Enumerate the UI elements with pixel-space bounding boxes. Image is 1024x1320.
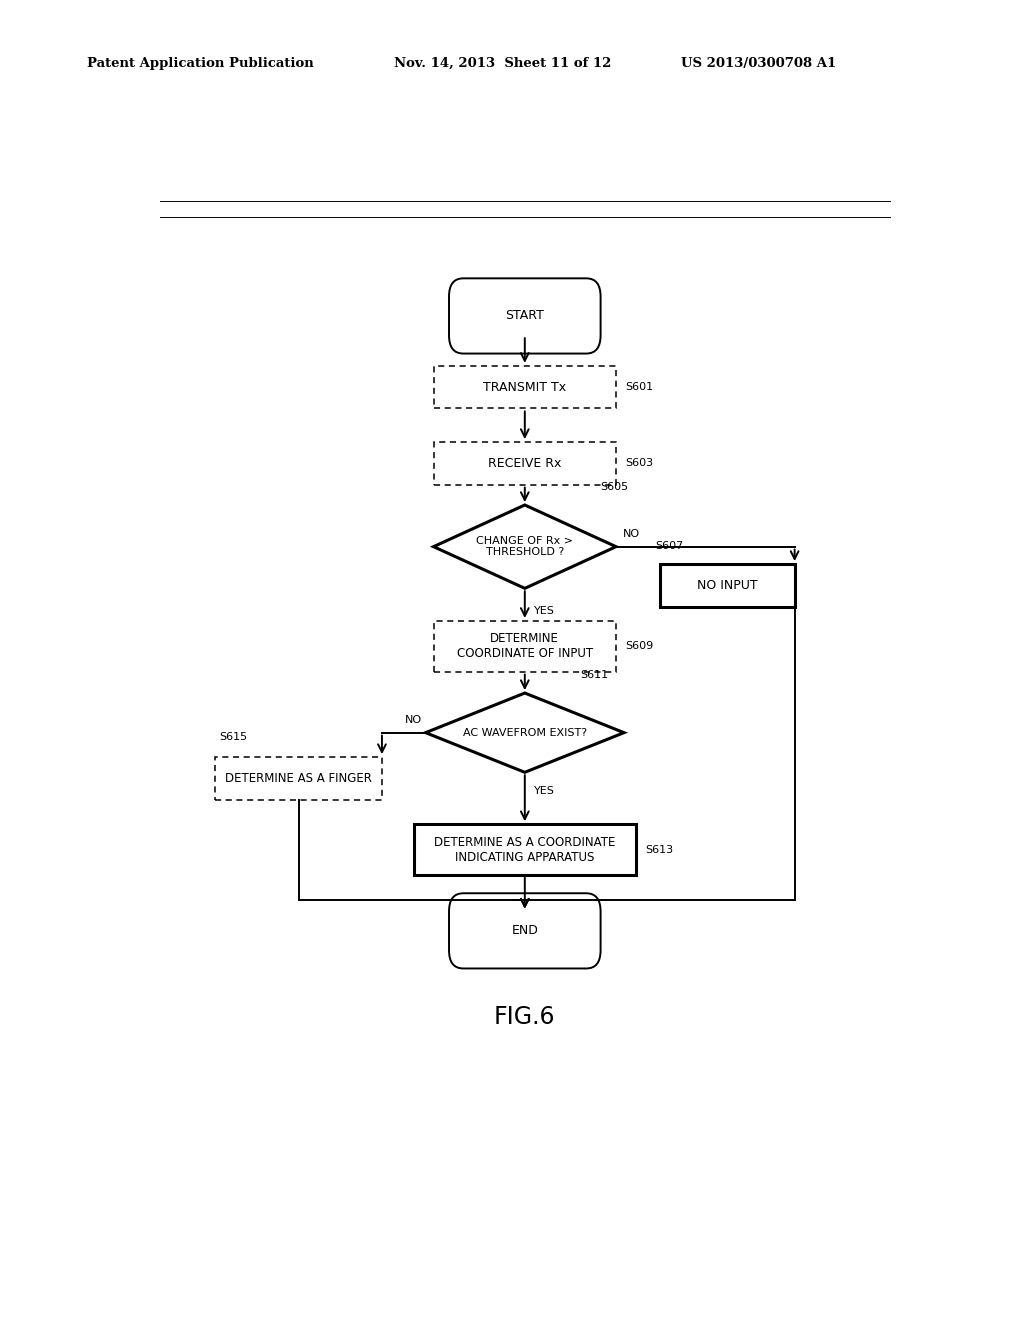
Text: NO: NO [623, 529, 640, 540]
Text: S615: S615 [219, 731, 248, 742]
Bar [659, 564, 795, 607]
Text: END: END [511, 924, 539, 937]
Text: S605: S605 [600, 482, 629, 491]
Text: FIG.6: FIG.6 [494, 1006, 556, 1030]
Text: CHANGE OF Rx >
THRESHOLD ?: CHANGE OF Rx > THRESHOLD ? [476, 536, 573, 557]
FancyBboxPatch shape [449, 894, 601, 969]
Bar [433, 442, 616, 484]
Text: NO: NO [404, 715, 422, 726]
Text: US 2013/0300708 A1: US 2013/0300708 A1 [681, 57, 837, 70]
Text: YES: YES [535, 606, 555, 615]
Text: YES: YES [535, 785, 555, 796]
Text: NO INPUT: NO INPUT [697, 578, 758, 591]
Text: RECEIVE Rx: RECEIVE Rx [488, 457, 561, 470]
FancyBboxPatch shape [449, 279, 601, 354]
Text: TRANSMIT Tx: TRANSMIT Tx [483, 380, 566, 393]
Bar [433, 620, 616, 672]
Text: S609: S609 [626, 642, 654, 651]
Text: S613: S613 [645, 845, 674, 854]
Text: S611: S611 [581, 669, 608, 680]
Text: Patent Application Publication: Patent Application Publication [87, 57, 313, 70]
Text: S603: S603 [626, 458, 653, 469]
Text: S601: S601 [626, 381, 653, 392]
Text: START: START [506, 309, 544, 322]
Bar [215, 758, 382, 800]
Text: Nov. 14, 2013  Sheet 11 of 12: Nov. 14, 2013 Sheet 11 of 12 [394, 57, 611, 70]
Text: DETERMINE
COORDINATE OF INPUT: DETERMINE COORDINATE OF INPUT [457, 632, 593, 660]
Text: S607: S607 [655, 541, 684, 550]
Polygon shape [426, 693, 624, 772]
Text: DETERMINE AS A FINGER: DETERMINE AS A FINGER [225, 772, 372, 785]
Text: AC WAVEFROM EXIST?: AC WAVEFROM EXIST? [463, 727, 587, 738]
Bar [433, 366, 616, 408]
Bar [414, 824, 636, 875]
Polygon shape [433, 506, 616, 589]
Text: DETERMINE AS A COORDINATE
INDICATING APPARATUS: DETERMINE AS A COORDINATE INDICATING APP… [434, 836, 615, 863]
